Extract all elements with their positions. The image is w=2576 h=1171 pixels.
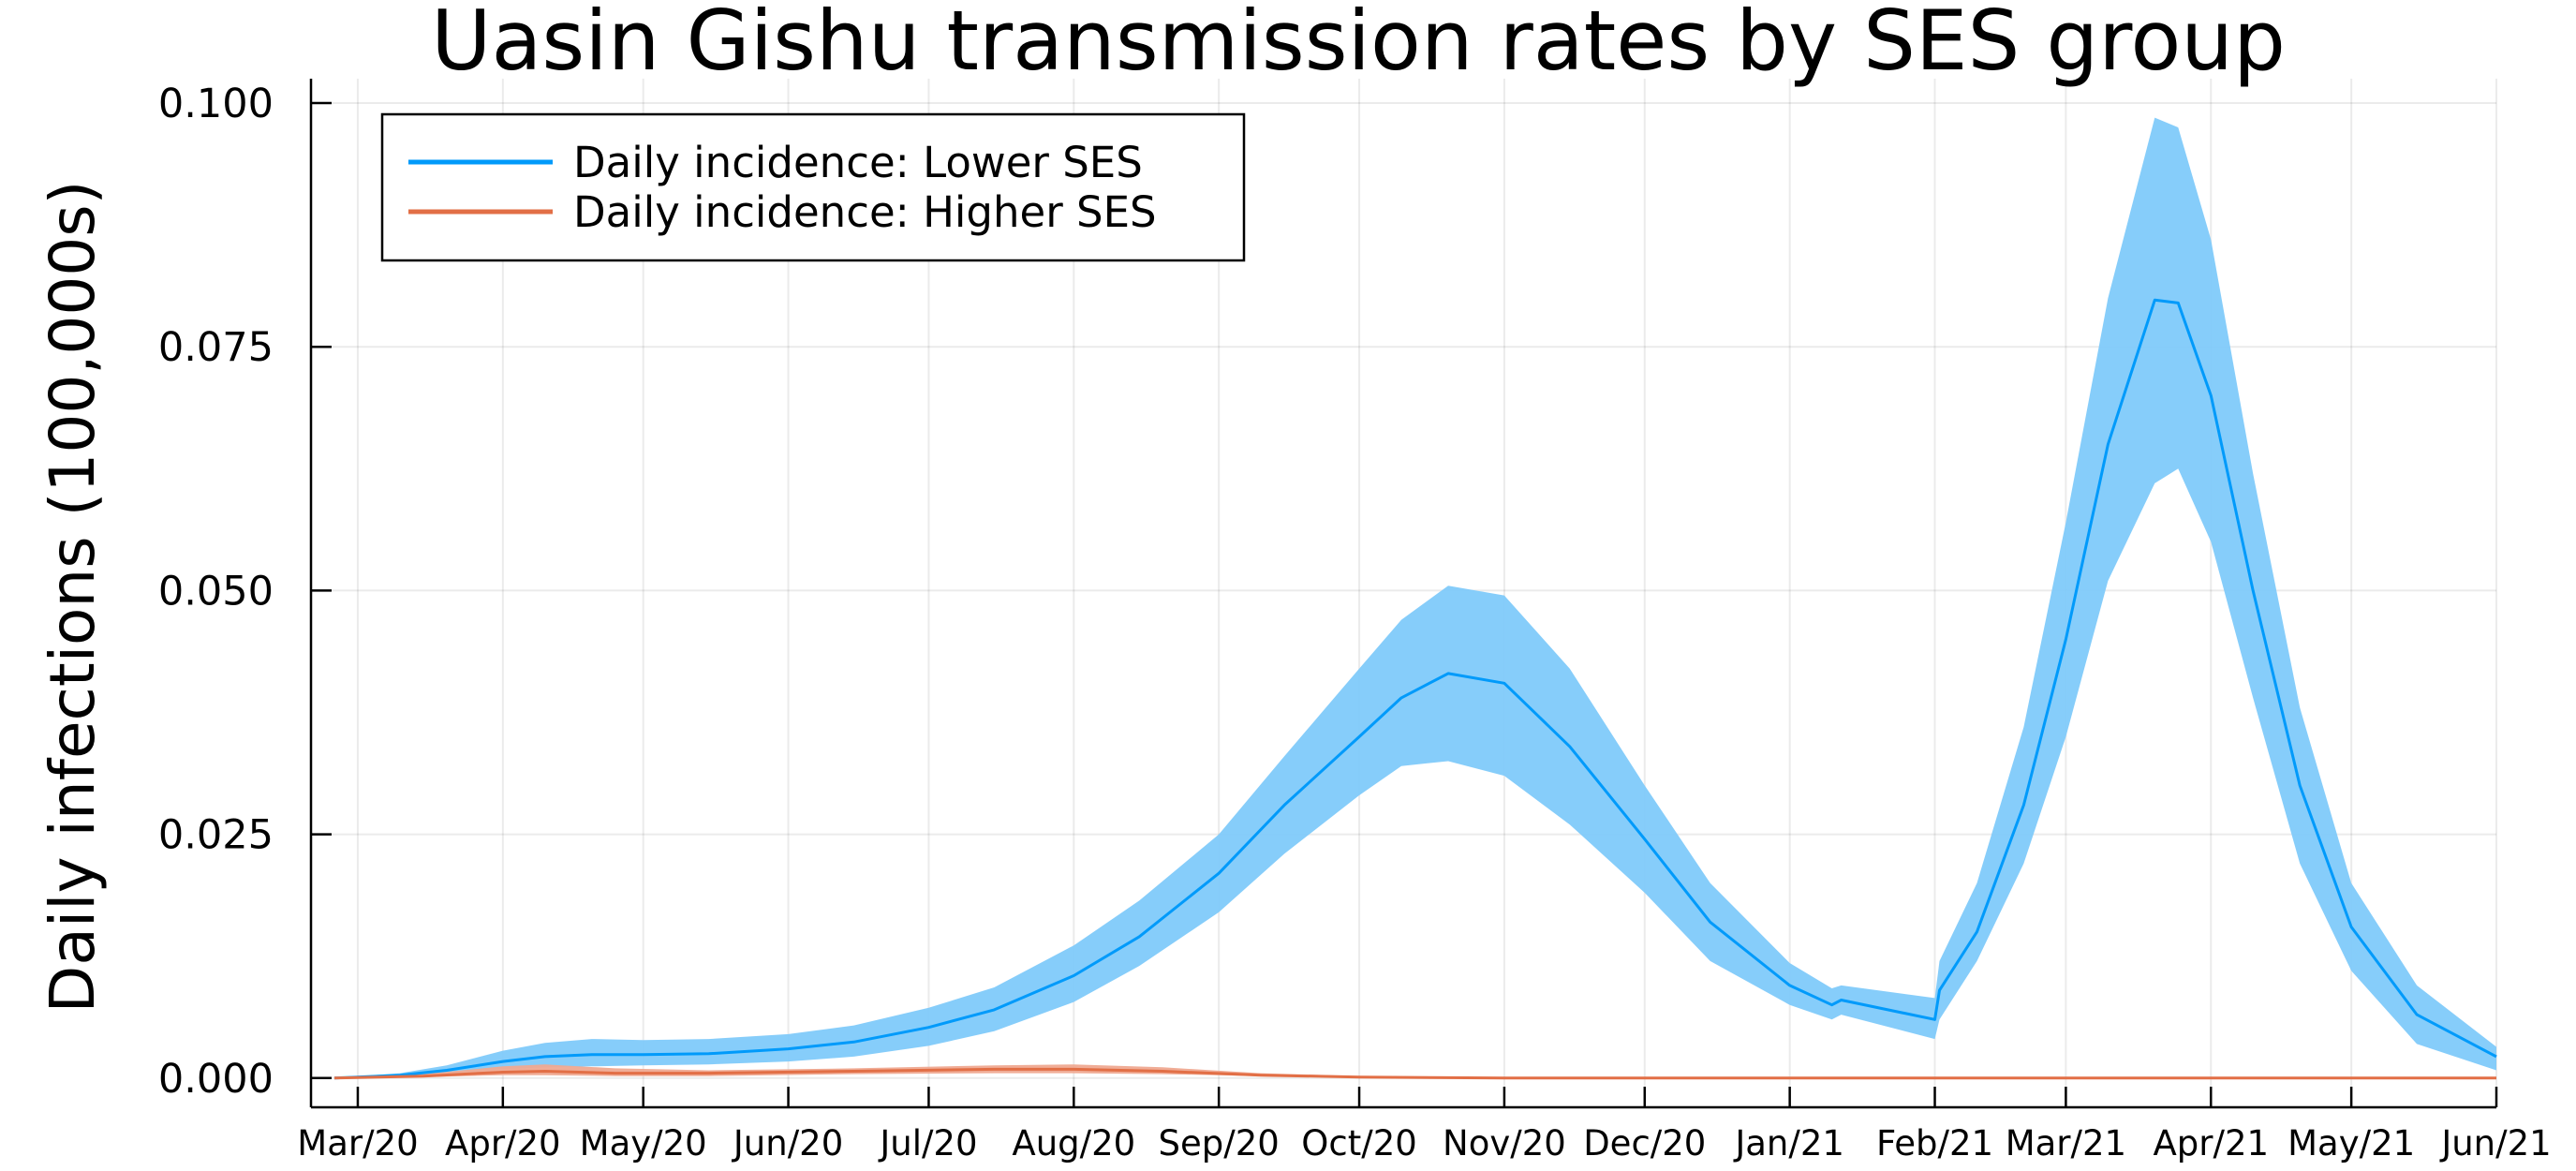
y-tick-label: 0.075: [158, 324, 274, 371]
x-tick-label: Nov/20: [1443, 1123, 1566, 1164]
x-tick-label: Apr/20: [445, 1123, 561, 1164]
band-lower-ses: [334, 117, 2496, 1078]
x-tick-label: Jul/20: [878, 1123, 977, 1164]
legend-label-higher-ses: Daily incidence: Higher SES: [573, 187, 1157, 237]
chart-title: Uasin Gishu transmission rates by SES gr…: [431, 0, 2286, 89]
y-axis-label: Daily infections (100,000s): [37, 181, 109, 1014]
legend-box: [380, 112, 1246, 262]
x-tick-label: Apr/21: [2153, 1123, 2269, 1164]
series-line-higher-ses: [333, 1067, 2496, 1080]
x-tick-label: Jan/21: [1733, 1123, 1844, 1164]
x-tick-label: Mar/21: [2006, 1123, 2126, 1164]
x-tick-label: Oct/20: [1301, 1123, 1417, 1164]
y-tick-label: 0.100: [158, 81, 274, 127]
axes: [309, 79, 2496, 1109]
y-ticks: 0.000 0.025 0.050 0.075 0.100: [158, 81, 332, 1103]
x-tick-label: Feb/21: [1876, 1123, 1993, 1164]
legend-label-lower-ses: Daily incidence: Lower SES: [573, 138, 1143, 187]
legend: Daily incidence: Lower SES Daily inciden…: [380, 112, 1246, 262]
x-tick-label: Aug/20: [1012, 1123, 1135, 1164]
confidence-bands: [334, 117, 2496, 1078]
y-tick-label: 0.000: [158, 1056, 274, 1103]
band-higher-ses: [334, 1064, 2496, 1078]
series-line-lower-ses: [333, 298, 2497, 1080]
x-tick-label: Jun/20: [732, 1123, 843, 1164]
y-tick-label: 0.050: [158, 568, 274, 615]
series-lines: [333, 298, 2497, 1080]
x-tick-label: May/20: [580, 1123, 707, 1164]
x-tick-label: Dec/20: [1583, 1123, 1706, 1164]
x-tick-label: Sep/20: [1159, 1123, 1280, 1164]
x-tick-label: May/21: [2287, 1123, 2415, 1164]
x-ticks: Mar/20 Apr/20 May/20 Jun/20 Jul/20 Aug/20 Sep/…: [297, 1087, 2552, 1164]
x-tick-label: Mar/20: [297, 1123, 418, 1164]
y-tick-label: 0.025: [158, 812, 274, 859]
x-tick-label: Jun/21: [2439, 1123, 2551, 1164]
